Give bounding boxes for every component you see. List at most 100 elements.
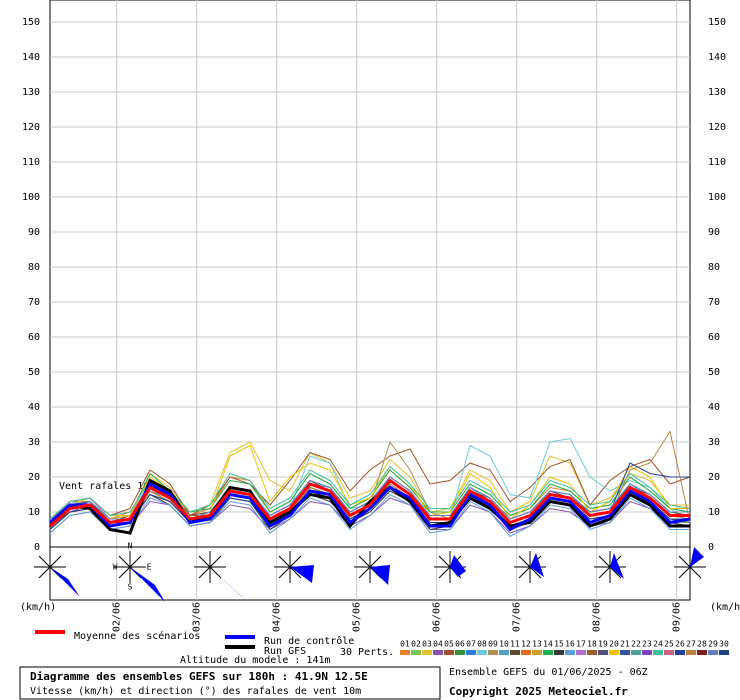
pert-legend-label: 26	[675, 640, 685, 649]
pert-legend-label: 10	[499, 640, 509, 649]
pert-legend-swatch	[598, 650, 608, 655]
y-tick-label-right: 20	[708, 472, 720, 483]
x-tick-label: 03/06	[192, 602, 203, 632]
perts-label: 30 Perts.	[340, 647, 394, 658]
pert-legend-swatch	[488, 650, 498, 655]
y-tick-label-right: 90	[708, 227, 720, 238]
y-tick-label-right: 110	[708, 157, 726, 168]
y-tick-label: 130	[22, 87, 40, 98]
pert-legend-swatch	[675, 650, 685, 655]
pert-legend-label: 22	[631, 640, 641, 649]
perturbation-line	[49, 444, 690, 527]
y-tick-label-right: 50	[708, 367, 720, 378]
y-tick-label: 150	[22, 17, 40, 28]
compass-n: N	[128, 542, 133, 551]
x-tick-label: 04/06	[272, 602, 283, 632]
pert-legend-swatch	[521, 650, 531, 655]
pert-legend-swatch	[532, 650, 542, 655]
wind-roses	[34, 547, 706, 602]
pert-legend-label: 18	[587, 640, 597, 649]
pert-legend-swatch	[631, 650, 641, 655]
y-tick-label: 20	[28, 472, 40, 483]
altitude: Altitude du modele : 141m	[180, 655, 331, 666]
y-tick-label-right: 10	[708, 507, 720, 518]
pert-legend-label: 15	[554, 640, 564, 649]
x-tick-label: 06/06	[432, 602, 443, 632]
pert-legend-label: 07	[466, 640, 476, 649]
unit-right: (km/h)	[710, 602, 740, 613]
pert-legend-label: 05	[444, 640, 454, 649]
y-tick-label-right: 80	[708, 262, 720, 273]
pert-legend-swatch	[510, 650, 520, 655]
copyright: Copyright 2025 Meteociel.fr	[449, 685, 628, 698]
legend-label: Run de contrôle	[264, 635, 354, 647]
pert-legend-swatch	[466, 650, 476, 655]
y-tick-label: 100	[22, 192, 40, 203]
pert-legend-swatch	[422, 650, 432, 655]
y-tick-label: 60	[28, 332, 40, 343]
x-tick-label: 05/06	[352, 602, 363, 632]
perturbation-line	[49, 493, 690, 538]
y-tick-label-right: 0	[708, 542, 714, 553]
y-tick-label: 90	[28, 227, 40, 238]
y-tick-label-right: 100	[708, 192, 726, 203]
pert-legend-label: 17	[576, 640, 586, 649]
pert-legend-label: 29	[708, 640, 718, 649]
info-box	[19, 666, 441, 700]
pert-legend-swatch	[455, 650, 465, 655]
pert-legend-swatch	[543, 650, 553, 655]
pert-legend-swatch	[708, 650, 718, 655]
pert-legend-label: 02	[411, 640, 421, 649]
pert-legend-label: 30	[719, 640, 729, 649]
pert-legend-swatch	[719, 650, 729, 655]
y-tick-label: 0	[34, 542, 40, 553]
pert-legend-label: 09	[488, 640, 498, 649]
annotation: Vent rafales 10m	[59, 481, 155, 492]
compass-e: E	[147, 563, 152, 572]
pert-legend-swatch	[653, 650, 663, 655]
compass-s: S	[128, 583, 133, 592]
pert-legend-label: 14	[543, 640, 553, 649]
pert-legend-swatch	[477, 650, 487, 655]
y-tick-label: 30	[28, 437, 40, 448]
pert-legend-swatch	[499, 650, 509, 655]
pert-legend-label: 06	[455, 640, 465, 649]
pert-legend-label: 12	[521, 640, 531, 649]
pert-legend-swatch	[411, 650, 421, 655]
unit-left: (km/h)	[20, 602, 56, 613]
pert-legend-label: 08	[477, 640, 487, 649]
pert-legend-label: 25	[664, 640, 674, 649]
y-tick-label-right: 60	[708, 332, 720, 343]
y-tick-label: 40	[28, 402, 40, 413]
y-tick-label: 140	[22, 52, 40, 63]
y-tick-label: 120	[22, 122, 40, 133]
pert-legend-swatch	[697, 650, 707, 655]
y-tick-label: 80	[28, 262, 40, 273]
y-tick-label-right: 120	[708, 122, 726, 133]
y-tick-label-right: 150	[708, 17, 726, 28]
series-line	[49, 478, 690, 528]
y-tick-label: 110	[22, 157, 40, 168]
pert-legend-label: 21	[620, 640, 630, 649]
pert-legend-swatch	[686, 650, 696, 655]
pert-legend-swatch	[554, 650, 564, 655]
pert-legend-swatch	[587, 650, 597, 655]
pert-legend-label: 28	[697, 640, 707, 649]
y-tick-label: 50	[28, 367, 40, 378]
pert-legend-swatch	[664, 650, 674, 655]
title: Diagramme des ensembles GEFS sur 180h : …	[30, 670, 368, 683]
pert-legend-label: 16	[565, 640, 575, 649]
pert-legend-label: 20	[609, 640, 619, 649]
y-tick-label: 10	[28, 507, 40, 518]
y-tick-label-right: 40	[708, 402, 720, 413]
pert-legend-label: 01	[400, 640, 410, 649]
pert-legend-swatch	[433, 650, 443, 655]
perturbation-line	[49, 448, 691, 520]
pert-legend-label: 27	[686, 640, 696, 649]
pert-legend-swatch	[444, 650, 454, 655]
pert-legend-swatch	[565, 650, 575, 655]
pert-legend-swatch	[620, 650, 630, 655]
x-tick-label: 07/06	[512, 602, 523, 632]
pert-legend-swatch	[400, 650, 410, 655]
series-line	[49, 481, 691, 532]
